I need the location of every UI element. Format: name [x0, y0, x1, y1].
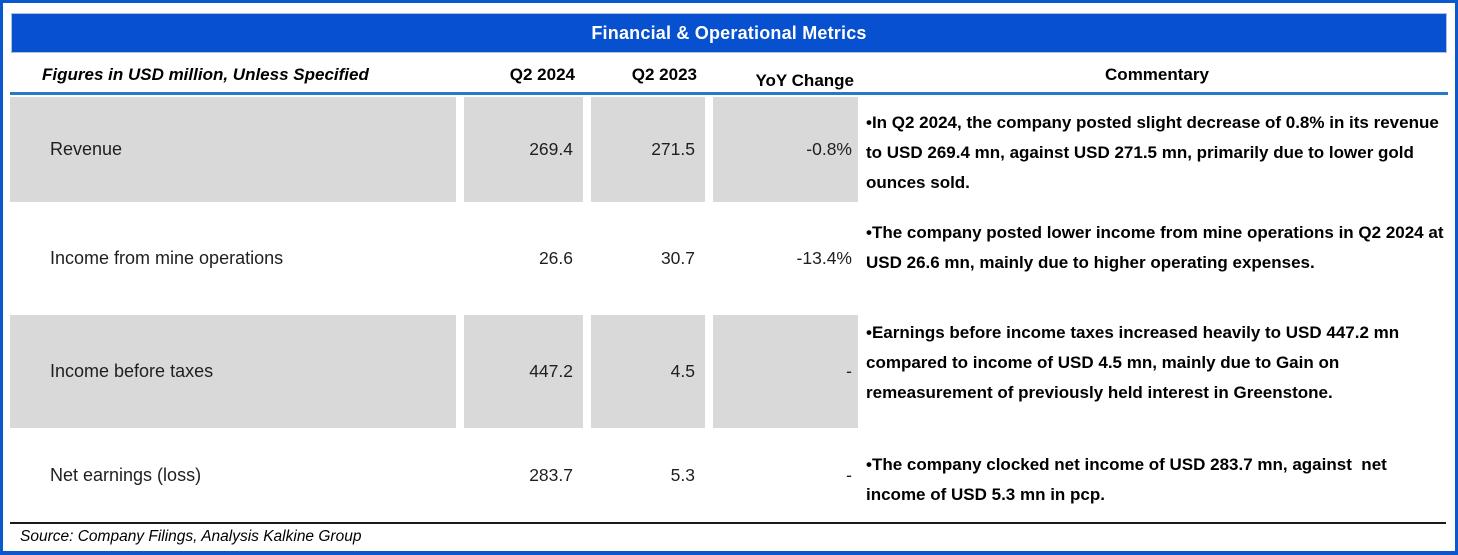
column-header-q2-2023: Q2 2023 [631, 65, 697, 84]
column-header-commentary: Commentary [1105, 65, 1209, 84]
table-header-row: Figures in USD million, Unless Specified… [0, 58, 1458, 92]
metric-cell: Revenue [10, 97, 456, 202]
yoy-change-cell: -0.8% [713, 97, 858, 202]
source-note: Source: Company Filings, Analysis Kalkin… [20, 528, 362, 545]
q2-2024-cell: 26.6 [538, 248, 573, 268]
metric-cell: Income from mine operations [50, 248, 284, 268]
yoy-change-cell: - [713, 315, 858, 428]
commentary-income-before-taxes: •Earnings before income taxes increased … [866, 323, 1404, 402]
metric-cell: Net earnings (loss) [50, 464, 202, 485]
q2-2023-cell: 4.5 [591, 315, 705, 428]
table-row-income-mine-operations: Income from mine operations 26.6 30.7 -1… [0, 202, 1458, 315]
q2-2023-cell: 5.3 [670, 464, 695, 485]
title-bar: Financial & Operational Metrics [11, 13, 1447, 53]
q2-2023-cell: 271.5 [591, 97, 705, 202]
commentary-revenue: •In Q2 2024, the company posted slight d… [866, 113, 1444, 192]
column-header-yoy-change: YoY Change [755, 71, 854, 90]
header-divider-rule [10, 92, 1448, 95]
table-row-revenue: Revenue 269.4 271.5 -0.8% [0, 97, 1458, 202]
column-header-q2-2024: Q2 2024 [509, 65, 575, 84]
table-row-net-earnings: Net earnings (loss) 283.7 5.3 - [0, 428, 1458, 522]
q2-2024-cell: 447.2 [464, 315, 583, 428]
commentary-net-earnings: •The company clocked net income of USD 2… [866, 455, 1392, 504]
commentary-income-mine-operations: •The company posted lower income from mi… [866, 223, 1444, 272]
metric-cell: Income before taxes [10, 315, 456, 428]
page-title: Financial & Operational Metrics [591, 22, 867, 43]
q2-2024-cell: 269.4 [464, 97, 583, 202]
yoy-change-cell: - [846, 464, 852, 485]
yoy-change-cell: -13.4% [796, 248, 852, 268]
q2-2024-cell: 283.7 [529, 464, 573, 485]
source-divider-rule [10, 522, 1446, 524]
column-header-figures: Figures in USD million, Unless Specified [42, 65, 369, 84]
q2-2023-cell: 30.7 [660, 248, 695, 268]
table-row-income-before-taxes: Income before taxes 447.2 4.5 - [0, 315, 1458, 428]
